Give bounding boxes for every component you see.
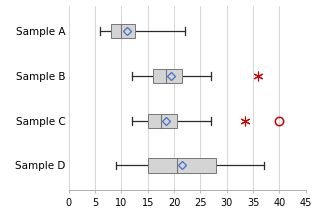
Bar: [148, 113, 177, 128]
Bar: [111, 24, 134, 38]
Bar: [153, 69, 182, 83]
Bar: [148, 158, 216, 173]
